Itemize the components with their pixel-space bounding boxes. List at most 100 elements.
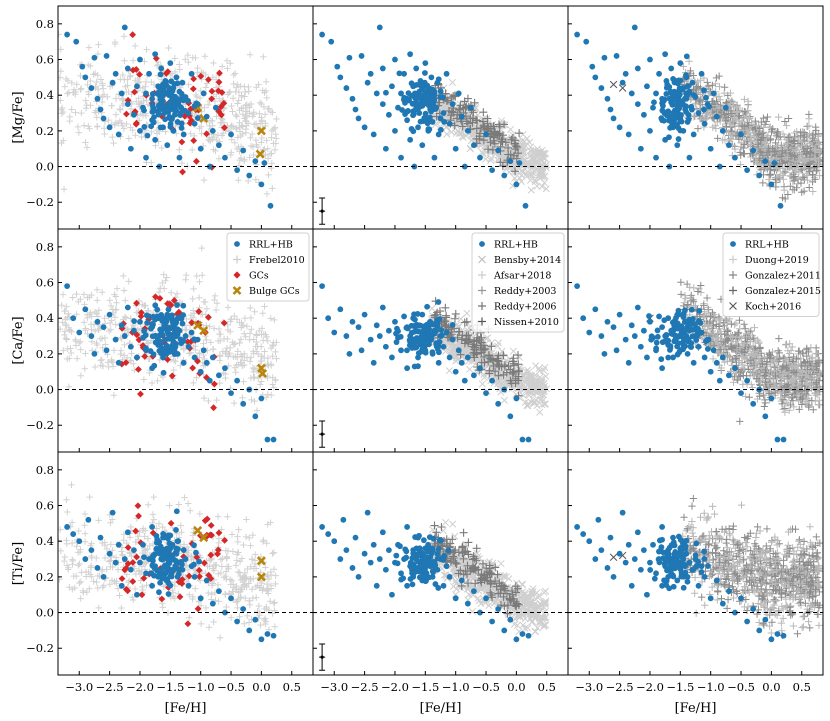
frebel2010-point bbox=[206, 136, 213, 143]
frebel2010-point bbox=[59, 319, 66, 326]
frebel2010-point bbox=[233, 84, 240, 91]
rrl-hb-point bbox=[667, 124, 674, 131]
rrl-hb-point bbox=[174, 80, 181, 87]
bulge-star-point bbox=[766, 123, 774, 131]
frebel2010-point bbox=[176, 298, 184, 306]
frebel2010-point bbox=[66, 355, 73, 362]
frebel2010-point bbox=[236, 319, 243, 326]
bensby2014-point bbox=[469, 130, 478, 138]
rrl-hb-point bbox=[157, 87, 163, 94]
bulge-star-point bbox=[740, 339, 748, 347]
rrl-hb-point bbox=[258, 395, 265, 402]
rrl-hb-point bbox=[672, 95, 679, 102]
bulge-star-point bbox=[711, 80, 719, 88]
rrl-hb-point bbox=[215, 372, 222, 379]
bulge-star-point bbox=[815, 148, 823, 157]
reddy-nissen-point bbox=[468, 118, 477, 127]
rrl-hb-point bbox=[131, 318, 138, 324]
gc-point bbox=[185, 112, 193, 120]
bensby2014-point bbox=[527, 186, 535, 194]
rrl-hb-point bbox=[701, 87, 707, 94]
frebel2010-point bbox=[82, 139, 89, 146]
bulge-star-point bbox=[805, 183, 813, 192]
rrl-hb-point bbox=[401, 94, 408, 101]
rrl-hb-point bbox=[685, 116, 692, 123]
bulge-star-point bbox=[787, 401, 795, 409]
rrl-hb-point bbox=[670, 110, 677, 116]
frebel2010-point bbox=[249, 143, 257, 150]
reddy-nissen-point bbox=[499, 370, 508, 379]
frebel2010-point bbox=[264, 374, 271, 382]
gc-point bbox=[136, 71, 143, 78]
bulge-star-point bbox=[771, 174, 780, 182]
bulge-star-point bbox=[761, 137, 769, 145]
bulge-star-point bbox=[729, 117, 737, 125]
frebel2010-point bbox=[231, 312, 238, 320]
frebel2010-point bbox=[65, 310, 72, 317]
frebel2010-point bbox=[77, 72, 84, 80]
rrl-hb-point bbox=[437, 88, 444, 95]
bensby2014-point bbox=[445, 367, 453, 375]
bensby2014-point bbox=[536, 408, 544, 416]
rrl-hb-point bbox=[683, 93, 690, 100]
rrl-hb-point bbox=[440, 343, 447, 350]
rrl-hb-point bbox=[143, 345, 149, 352]
rrl-hb-point bbox=[383, 89, 389, 96]
rrl-hb-point bbox=[88, 85, 95, 91]
rrl-hb-point bbox=[634, 65, 641, 72]
gc-point bbox=[218, 89, 226, 96]
rrl-hb-point bbox=[222, 154, 228, 161]
bulge-star-point bbox=[814, 140, 823, 149]
reddy-nissen-point bbox=[476, 129, 485, 138]
frebel2010-point bbox=[256, 99, 264, 106]
frebel2010-point bbox=[253, 407, 261, 414]
bulge-star-point bbox=[792, 147, 800, 155]
frebel2010-point bbox=[100, 125, 108, 132]
frebel2010-point bbox=[237, 83, 244, 90]
frebel2010-point bbox=[110, 139, 117, 147]
rrl-hb-point bbox=[389, 83, 395, 90]
rrl-hb-point bbox=[483, 390, 489, 397]
frebel2010-point bbox=[265, 362, 272, 369]
rrl-hb-point bbox=[182, 333, 189, 339]
frebel2010-point bbox=[258, 139, 265, 146]
rrl-hb-point bbox=[762, 158, 769, 165]
bulge-star-point bbox=[685, 57, 693, 65]
frebel2010-point bbox=[219, 348, 227, 355]
gc-point bbox=[178, 138, 186, 146]
frebel2010-point bbox=[189, 314, 197, 321]
bulge-star-point bbox=[765, 175, 773, 184]
frebel2010-point bbox=[171, 68, 179, 76]
frebel2010-point bbox=[105, 116, 112, 124]
frebel2010-point bbox=[61, 307, 69, 315]
frebel2010-point bbox=[199, 311, 206, 318]
bensby2014-point bbox=[494, 339, 502, 347]
frebel2010-point bbox=[106, 297, 114, 304]
gc-point bbox=[190, 137, 198, 145]
frebel2010-point bbox=[205, 397, 212, 405]
rrl-hb-point bbox=[598, 85, 605, 91]
bulge-star-point bbox=[733, 115, 741, 124]
reddy-nissen-point bbox=[511, 167, 520, 176]
frebel2010-point bbox=[73, 310, 80, 318]
bulge-star-point bbox=[760, 353, 768, 362]
bulge-star-point bbox=[729, 378, 738, 386]
rrl-hb-point bbox=[358, 53, 365, 59]
rrl-hb-point bbox=[703, 94, 709, 101]
rrl-hb-point bbox=[203, 359, 210, 366]
frebel2010-point bbox=[58, 110, 65, 117]
rrl-hb-point bbox=[174, 302, 181, 308]
bulge-star-point bbox=[741, 325, 749, 333]
bensby2014-point bbox=[521, 141, 529, 149]
frebel2010-point bbox=[113, 285, 121, 292]
gc-point bbox=[208, 87, 216, 95]
frebel2010-point bbox=[192, 343, 199, 350]
rrl-hb-point bbox=[426, 92, 433, 99]
frebel2010-point bbox=[237, 351, 245, 358]
frebel2010-point bbox=[219, 130, 227, 137]
bulge-star-point bbox=[752, 134, 760, 142]
bulge-star-point bbox=[786, 133, 794, 141]
rrl-hb-point bbox=[470, 142, 477, 149]
bulge-star-point bbox=[816, 172, 823, 180]
reddy-nissen-point bbox=[455, 105, 464, 114]
